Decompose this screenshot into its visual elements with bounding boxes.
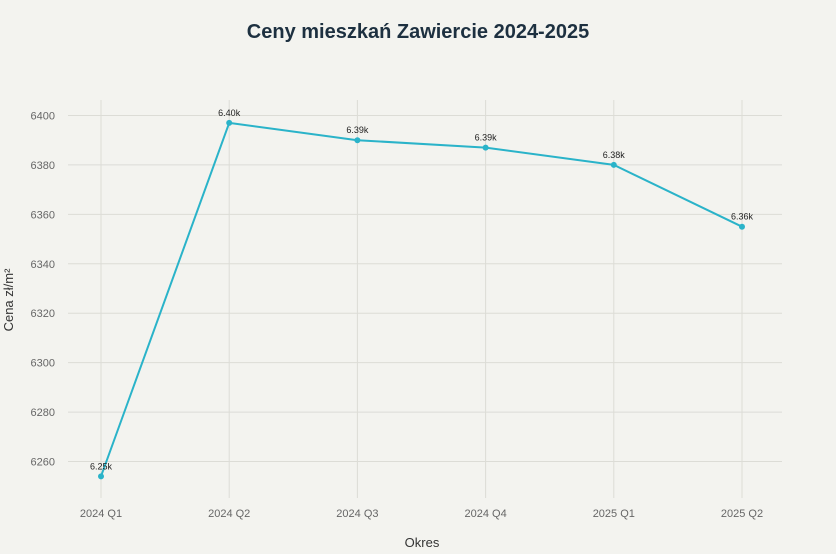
data-point <box>610 161 617 168</box>
data-label: 6.40k <box>218 108 241 118</box>
x-tick-label: 2025 Q2 <box>721 508 763 520</box>
series-line <box>100 121 743 477</box>
data-point <box>226 119 233 126</box>
y-tick-label: 6360 <box>31 209 55 221</box>
y-tick-label: 6260 <box>31 457 55 469</box>
y-tick-label: 6280 <box>31 407 55 419</box>
tick-layer: 6260 6280 6300 6320 6340 6360 6380 6400 2024 Q1 2… <box>31 111 764 521</box>
data-label: 6.25k <box>90 461 113 471</box>
x-tick-label: 2024 Q2 <box>208 508 250 520</box>
series-layer <box>98 119 745 480</box>
x-tick-label: 2024 Q3 <box>336 508 378 520</box>
data-point <box>354 137 361 144</box>
chart-title: Ceny mieszkań Zawiercie 2024-2025 <box>247 21 589 43</box>
data-label: 6.38k <box>603 150 626 160</box>
y-tick-label: 6300 <box>31 358 55 370</box>
data-label-layer: 6.25k 6.40k 6.39k 6.39k 6.38k 6.36k <box>90 108 754 471</box>
data-label: 6.39k <box>346 125 369 135</box>
data-label: 6.39k <box>475 133 498 143</box>
x-axis-title: Okres <box>405 535 440 550</box>
data-label: 6.36k <box>731 212 754 222</box>
y-tick-label: 6320 <box>31 308 55 320</box>
x-tick-label: 2025 Q1 <box>593 508 635 520</box>
data-point <box>739 223 745 230</box>
data-point <box>98 473 104 480</box>
y-tick-label: 6340 <box>31 259 55 271</box>
x-tick-label: 2024 Q1 <box>80 508 122 520</box>
data-point <box>482 144 489 151</box>
y-axis-title: Cena zł/m² <box>1 268 16 332</box>
grid-layer <box>68 100 782 498</box>
y-tick-label: 6380 <box>31 160 55 172</box>
y-tick-label: 6400 <box>31 111 55 123</box>
x-tick-label: 2024 Q4 <box>464 508 506 520</box>
